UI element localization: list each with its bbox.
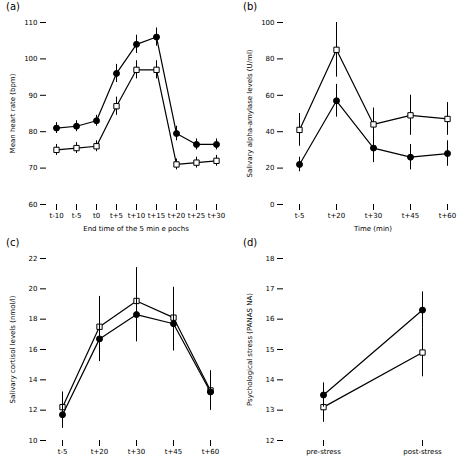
svg-text:16: 16: [266, 315, 275, 323]
svg-text:pre-stress: pre-stress: [306, 448, 341, 456]
svg-text:18: 18: [266, 255, 275, 263]
html-text:(b): (b): [243, 1, 258, 12]
svg-text:Salivary alpha-amylase levels: Salivary alpha-amylase levels (U/ml): [246, 49, 254, 177]
svg-text:Time (min): Time (min): [353, 225, 392, 233]
svg-text:post-stress: post-stress: [403, 448, 442, 456]
svg-text:16: 16: [29, 346, 38, 354]
svg-text:80: 80: [266, 55, 275, 63]
html-text:(d): (d): [243, 237, 258, 248]
svg-text:t-5: t-5: [295, 212, 305, 220]
svg-text:10: 10: [29, 437, 38, 445]
html-text:(c): (c): [6, 237, 20, 248]
svg-text:40: 40: [266, 128, 275, 136]
svg-text:60: 60: [29, 201, 38, 209]
svg-text:t+10: t+10: [128, 212, 146, 220]
svg-text:12: 12: [29, 406, 38, 414]
svg-text:t+45: t+45: [402, 212, 420, 220]
svg-text:t-5: t-5: [72, 212, 82, 220]
svg-text:18: 18: [29, 315, 38, 323]
svg-text:20: 20: [29, 285, 38, 293]
svg-text:100: 100: [24, 55, 37, 63]
svg-text:t+30: t+30: [128, 448, 146, 456]
svg-text:14: 14: [29, 376, 38, 384]
svg-text:t0: t0: [93, 212, 100, 220]
svg-text:t-5: t-5: [58, 448, 68, 456]
svg-text:t+60: t+60: [202, 448, 220, 456]
svg-text:t+20: t+20: [328, 212, 346, 220]
svg-text:15: 15: [266, 346, 275, 354]
svg-text:t+15: t+15: [148, 212, 166, 220]
svg-text:17: 17: [266, 285, 275, 293]
svg-text:80: 80: [29, 128, 38, 136]
svg-text:12: 12: [266, 437, 275, 445]
svg-text:t-10: t-10: [49, 212, 63, 220]
svg-text:90: 90: [29, 92, 38, 100]
svg-text:t+20: t+20: [91, 448, 109, 456]
svg-text:t+60: t+60: [439, 212, 457, 220]
svg-text:t+20: t+20: [168, 212, 186, 220]
svg-text:Salivary cortisol levels (nmol: Salivary cortisol levels (nmol/l): [9, 295, 17, 403]
svg-text:t+30: t+30: [365, 212, 383, 220]
svg-text:End time of the 5 min e pochs: End time of the 5 min e pochs: [83, 225, 189, 233]
svg-text:100: 100: [261, 19, 274, 27]
svg-text:70: 70: [29, 164, 38, 172]
svg-text:22: 22: [29, 255, 38, 263]
svg-text:13: 13: [266, 406, 275, 414]
svg-text:0: 0: [270, 201, 274, 209]
svg-text:t+45: t+45: [165, 448, 183, 456]
svg-text:Psychological stress (PANAS NA: Psychological stress (PANAS NA): [246, 293, 254, 406]
svg-text:110: 110: [24, 19, 37, 27]
svg-text:14: 14: [266, 376, 275, 384]
html-text:(a): (a): [6, 1, 20, 12]
svg-text:t+30: t+30: [208, 212, 226, 220]
svg-text:60: 60: [266, 92, 275, 100]
svg-text:Mean heart rate (bpm): Mean heart rate (bpm): [9, 73, 17, 153]
svg-text:20: 20: [266, 164, 275, 172]
svg-text:t+5: t+5: [110, 212, 123, 220]
svg-text:t+25: t+25: [188, 212, 206, 220]
